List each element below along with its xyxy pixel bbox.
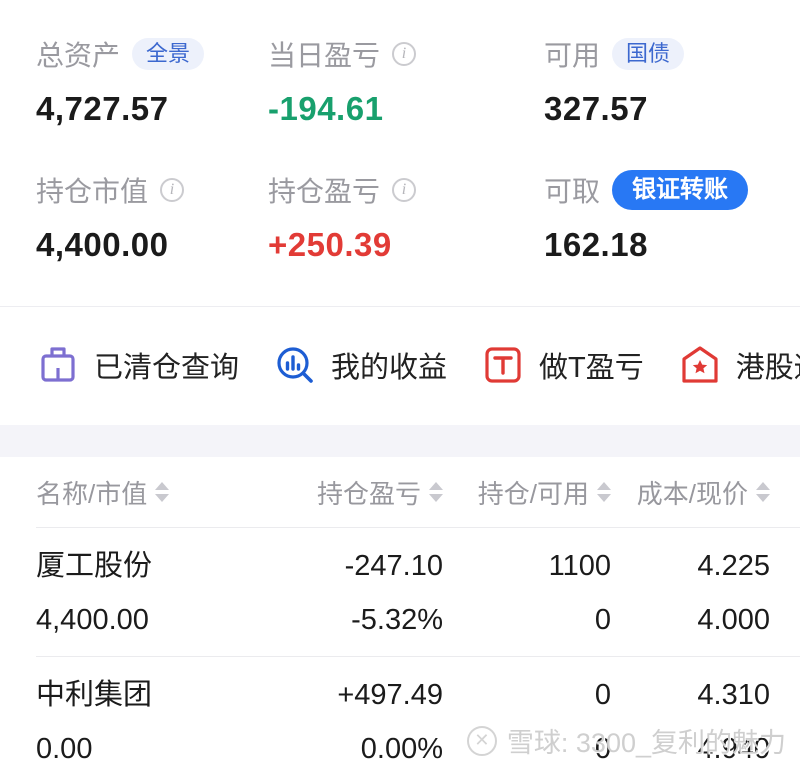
total-assets-label: 总资产 xyxy=(36,40,121,71)
cost-price-cell: 4.225 4.000 xyxy=(611,544,770,642)
holdings-table: 名称/市值 持仓盈亏 持仓/可用 成本/现价 厦工股份 4,400.00 xyxy=(0,457,800,768)
position-value-label: 持仓市值 xyxy=(36,176,149,207)
table-row[interactable]: 中利集团 0.00 +497.49 0.00% 0 0 4.310 4.940 xyxy=(0,657,800,768)
available-value: 327.57 xyxy=(544,90,648,127)
sort-icon xyxy=(429,482,443,502)
available-label: 可用 xyxy=(544,40,601,71)
position-pl: +497.49 xyxy=(337,679,443,711)
total-assets-cell: 总资产 全景 4,727.57 xyxy=(36,34,268,128)
position-pl: -247.10 xyxy=(344,550,443,582)
section-gap-band xyxy=(0,425,800,457)
withdrawable-value: 162.18 xyxy=(544,226,648,263)
header-name-market-value[interactable]: 名称/市值 xyxy=(36,474,231,511)
position-pl-pct: 0.00% xyxy=(360,733,443,765)
cleared-positions-item[interactable]: 已清仓查询 xyxy=(36,343,239,387)
position-value-value: 4,400.00 xyxy=(36,226,169,263)
available-qty: 0 xyxy=(594,604,611,636)
t-trade-pl-item[interactable]: 做T盈亏 xyxy=(481,343,644,387)
sort-icon xyxy=(756,482,770,502)
info-icon[interactable]: i xyxy=(392,42,417,66)
row-divider xyxy=(36,656,800,657)
stock-market-value: 4,400.00 xyxy=(36,604,149,636)
total-assets-value: 4,727.57 xyxy=(36,90,169,127)
section-divider xyxy=(0,306,800,307)
info-icon[interactable]: i xyxy=(392,178,417,202)
withdrawable-cell: 可取 银证转账 162.18 xyxy=(544,170,800,264)
position-pl-pct: -5.32% xyxy=(351,604,443,636)
stock-name: 厦工股份 xyxy=(36,550,153,582)
panorama-badge[interactable]: 全景 xyxy=(132,38,205,70)
treasury-bond-badge[interactable]: 国债 xyxy=(612,38,685,70)
sort-icon xyxy=(597,482,611,502)
hk-stock-connect-label: 港股通持 xyxy=(735,352,800,384)
bank-transfer-button[interactable]: 银证转账 xyxy=(612,170,749,210)
position-available-cell: 0 0 xyxy=(443,673,611,768)
cost-value: 4.310 xyxy=(697,679,770,711)
withdrawable-label: 可取 xyxy=(544,176,601,207)
stock-market-value: 0.00 xyxy=(36,733,93,765)
dustpan-icon xyxy=(41,347,75,382)
hk-stock-connect-item[interactable]: 港股通持 xyxy=(678,343,800,387)
info-icon[interactable]: i xyxy=(160,178,185,202)
header-cost-price[interactable]: 成本/现价 xyxy=(611,474,770,511)
account-summary: 总资产 全景 4,727.57 当日盈亏 i -194.61 可用 国债 327… xyxy=(0,0,800,306)
row-divider xyxy=(36,527,800,528)
price-value: 4.940 xyxy=(697,733,770,765)
chart-magnifier-icon xyxy=(277,347,313,383)
available-cell: 可用 国债 327.57 xyxy=(544,34,800,128)
position-pl-label: 持仓盈亏 xyxy=(268,176,381,207)
position-qty: 0 xyxy=(594,679,611,711)
daily-pl-value: -194.61 xyxy=(268,90,384,127)
my-earnings-item[interactable]: 我的收益 xyxy=(273,343,447,387)
position-pl-value: +250.39 xyxy=(268,226,392,263)
daily-pl-label: 当日盈亏 xyxy=(268,40,381,71)
daily-pl-cell: 当日盈亏 i -194.61 xyxy=(268,34,544,128)
stock-name-cell: 厦工股份 4,400.00 xyxy=(36,544,231,642)
position-pl-cell: 持仓盈亏 i +250.39 xyxy=(268,170,544,264)
hk-house-icon xyxy=(682,346,718,383)
position-value-cell: 持仓市值 i 4,400.00 xyxy=(36,170,268,264)
table-row[interactable]: 厦工股份 4,400.00 -247.10 -5.32% 1100 0 4.22… xyxy=(0,528,800,656)
stock-name-cell: 中利集团 0.00 xyxy=(36,673,231,768)
t-trade-pl-label: 做T盈亏 xyxy=(539,352,644,384)
cleared-positions-label: 已清仓查询 xyxy=(94,352,240,384)
header-position-available[interactable]: 持仓/可用 xyxy=(443,474,611,511)
stock-name: 中利集团 xyxy=(36,679,153,711)
position-available-cell: 1100 0 xyxy=(443,544,611,642)
position-pl-cell: -247.10 -5.32% xyxy=(231,544,443,642)
header-position-pl[interactable]: 持仓盈亏 xyxy=(231,474,443,511)
my-earnings-label: 我的收益 xyxy=(331,352,448,384)
position-pl-cell: +497.49 0.00% xyxy=(231,673,443,768)
cost-value: 4.225 xyxy=(697,550,770,582)
sort-icon xyxy=(155,482,170,502)
t-square-icon xyxy=(485,347,521,383)
position-qty: 1100 xyxy=(548,550,611,582)
cost-price-cell: 4.310 4.940 xyxy=(611,673,770,768)
quick-actions-row: 已清仓查询 我的收益 做T盈亏 港股通持 xyxy=(0,307,800,425)
price-value: 4.000 xyxy=(697,604,770,636)
holdings-table-header: 名称/市值 持仓盈亏 持仓/可用 成本/现价 xyxy=(0,457,800,527)
available-qty: 0 xyxy=(594,733,611,765)
